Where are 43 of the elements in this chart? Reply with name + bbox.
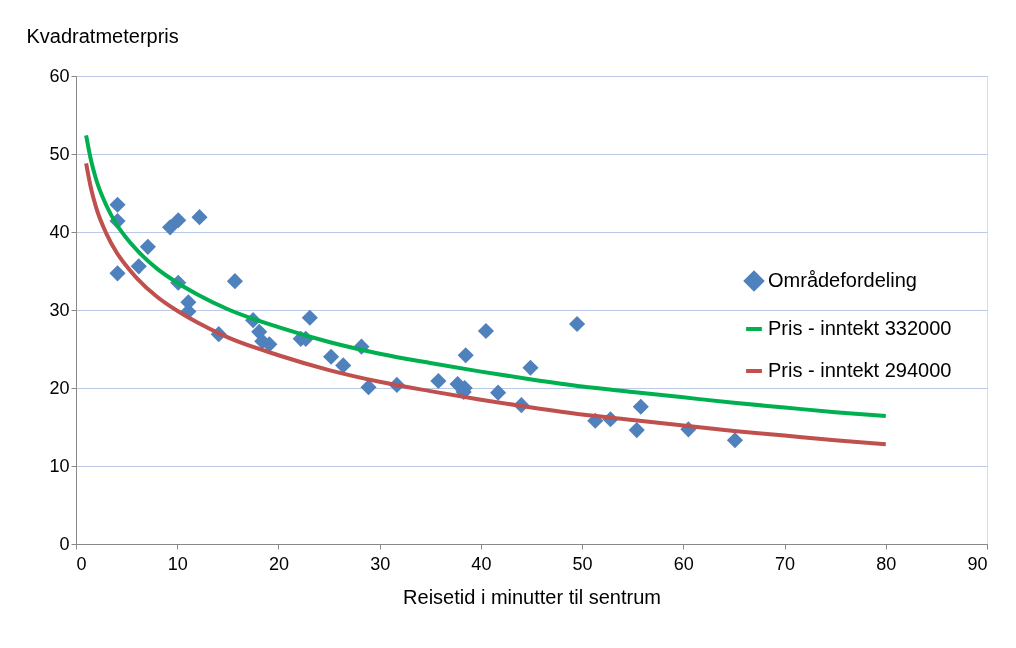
- legend-label: Områdefordeling: [768, 269, 917, 291]
- y-tick-label: 10: [49, 455, 70, 476]
- point: [628, 422, 645, 439]
- x-tick-label: 70: [775, 553, 796, 574]
- point: [490, 384, 507, 401]
- point: [301, 309, 318, 326]
- x-tick-label: 10: [167, 553, 188, 574]
- legend-label: Pris - inntekt 294000: [768, 359, 952, 381]
- x-tick-label: 30: [370, 553, 391, 574]
- x-tick-label: 90: [967, 553, 988, 574]
- point: [522, 359, 539, 376]
- y-tick-label: 40: [49, 221, 70, 242]
- point: [477, 323, 495, 340]
- x-tick-label: 0: [76, 553, 87, 574]
- point: [130, 258, 147, 275]
- y-axis-title: Kvadratmeterpris: [26, 24, 179, 47]
- point: [162, 219, 179, 236]
- point: [323, 348, 340, 365]
- y-tick-label: 20: [49, 377, 70, 398]
- point: [109, 265, 126, 282]
- x-tick-label: 50: [572, 553, 593, 574]
- y-tick-label: 60: [49, 65, 70, 86]
- y-tick-label: 50: [49, 143, 70, 164]
- point: [457, 347, 474, 364]
- point: [726, 432, 744, 449]
- y-tick-label: 0: [59, 533, 70, 554]
- y-tick-label: 30: [49, 299, 70, 320]
- x-tick-label: 60: [673, 553, 694, 574]
- x-tick-label: 80: [876, 553, 897, 574]
- point: [139, 238, 156, 255]
- point: [430, 372, 447, 390]
- x-tick-label: 40: [471, 553, 492, 574]
- point: [191, 209, 208, 226]
- point: [226, 273, 243, 290]
- point: [568, 315, 586, 333]
- point: [335, 357, 352, 374]
- point: [170, 212, 187, 229]
- point: [360, 379, 377, 396]
- legend-label: Pris - inntekt 332000: [768, 317, 952, 339]
- x-tick-label: 20: [268, 553, 289, 574]
- x-axis-title: Reisetid i minutter til sentrum: [403, 585, 661, 608]
- point: [632, 398, 649, 415]
- point: [109, 196, 126, 213]
